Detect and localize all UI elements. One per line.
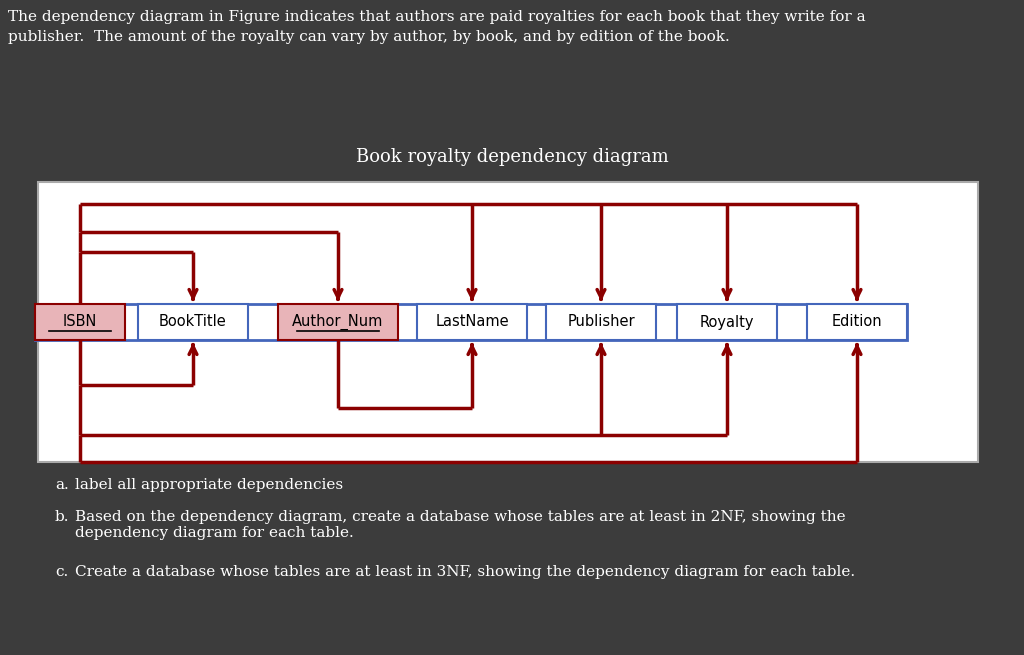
Text: Edition: Edition bbox=[831, 314, 883, 329]
Text: Book royalty dependency diagram: Book royalty dependency diagram bbox=[355, 148, 669, 166]
Text: Publisher: Publisher bbox=[567, 314, 635, 329]
Bar bbox=[546, 304, 656, 340]
Bar bbox=[35, 304, 125, 340]
Text: c.: c. bbox=[55, 565, 69, 579]
Text: label all appropriate dependencies: label all appropriate dependencies bbox=[75, 478, 343, 492]
Bar bbox=[807, 304, 907, 340]
Text: Royalty: Royalty bbox=[699, 314, 755, 329]
Text: Author_Num: Author_Num bbox=[292, 314, 384, 330]
Bar bbox=[278, 304, 398, 340]
Bar bbox=[417, 304, 527, 340]
Text: Create a database whose tables are at least in 3NF, showing the dependency diagr: Create a database whose tables are at le… bbox=[75, 565, 855, 579]
Bar bbox=[35, 304, 907, 340]
Bar bbox=[677, 304, 777, 340]
Bar bbox=[38, 182, 978, 462]
Text: publisher.  The amount of the royalty can vary by author, by book, and by editio: publisher. The amount of the royalty can… bbox=[8, 30, 730, 44]
Text: a.: a. bbox=[55, 478, 69, 492]
Text: Based on the dependency diagram, create a database whose tables are at least in : Based on the dependency diagram, create … bbox=[75, 510, 846, 540]
Text: BookTitle: BookTitle bbox=[159, 314, 227, 329]
Text: ISBN: ISBN bbox=[62, 314, 97, 329]
Text: b.: b. bbox=[55, 510, 70, 524]
Text: The dependency diagram in Figure indicates that authors are paid royalties for e: The dependency diagram in Figure indicat… bbox=[8, 10, 865, 24]
Text: LastName: LastName bbox=[435, 314, 509, 329]
Bar bbox=[138, 304, 248, 340]
